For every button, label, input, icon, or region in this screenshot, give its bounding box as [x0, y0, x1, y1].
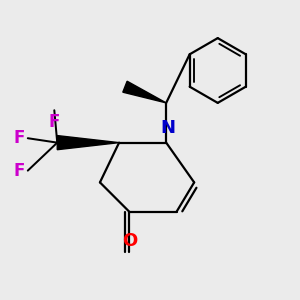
- Text: F: F: [14, 162, 25, 180]
- Text: O: O: [122, 232, 137, 250]
- Text: N: N: [160, 119, 175, 137]
- Polygon shape: [123, 81, 166, 103]
- Text: F: F: [14, 129, 25, 147]
- Text: F: F: [49, 113, 60, 131]
- Polygon shape: [57, 136, 119, 150]
